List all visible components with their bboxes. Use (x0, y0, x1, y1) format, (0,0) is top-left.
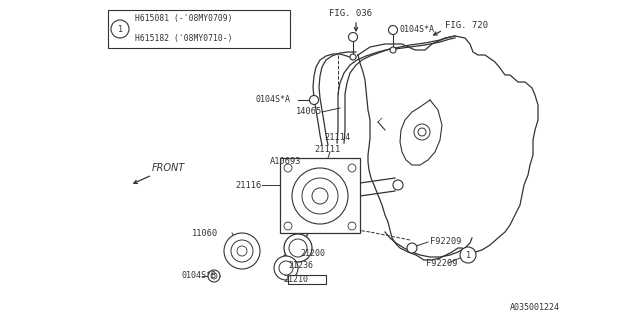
Circle shape (231, 240, 253, 262)
Text: 21111: 21111 (314, 146, 340, 155)
Bar (280, 158, 360, 233)
Circle shape (310, 95, 319, 105)
Circle shape (292, 168, 348, 224)
Circle shape (312, 188, 328, 204)
Circle shape (284, 164, 292, 172)
Circle shape (211, 273, 217, 279)
Circle shape (111, 20, 129, 38)
Circle shape (414, 124, 430, 140)
Text: F92209: F92209 (430, 237, 461, 246)
Circle shape (348, 164, 356, 172)
Circle shape (284, 222, 292, 230)
Circle shape (302, 178, 338, 214)
Text: H615081 (-'08MY0709): H615081 (-'08MY0709) (135, 14, 232, 23)
Bar (108, 10, 290, 48)
Text: 1: 1 (465, 251, 470, 260)
Text: F92209: F92209 (426, 259, 458, 268)
Circle shape (349, 33, 358, 42)
Text: FIG. 720: FIG. 720 (445, 21, 488, 30)
Circle shape (208, 270, 220, 282)
Bar (288, 275, 326, 284)
Circle shape (460, 247, 476, 263)
Circle shape (289, 239, 307, 257)
Text: 11060: 11060 (192, 228, 218, 237)
Circle shape (407, 243, 417, 253)
Circle shape (388, 26, 397, 35)
Circle shape (274, 256, 298, 280)
Circle shape (418, 128, 426, 136)
Text: H615182 ('08MY0710-): H615182 ('08MY0710-) (135, 35, 232, 44)
Circle shape (348, 222, 356, 230)
Text: 21116: 21116 (235, 180, 261, 189)
Circle shape (224, 233, 260, 269)
Text: 21236: 21236 (288, 260, 313, 269)
Text: A035001224: A035001224 (510, 303, 560, 313)
Text: 1: 1 (117, 25, 123, 34)
Circle shape (237, 246, 247, 256)
Text: 0104S*A: 0104S*A (255, 95, 290, 105)
Circle shape (390, 47, 396, 53)
Circle shape (350, 54, 356, 60)
Text: FIG. 036: FIG. 036 (329, 9, 372, 18)
Text: 0104S*B: 0104S*B (182, 271, 217, 281)
Circle shape (279, 261, 293, 275)
Text: 21114: 21114 (324, 133, 350, 142)
Circle shape (284, 234, 312, 262)
Text: 21200: 21200 (300, 249, 325, 258)
Text: 14065: 14065 (296, 108, 323, 116)
Text: 0104S*A: 0104S*A (400, 26, 435, 35)
Text: FRONT: FRONT (152, 163, 185, 173)
Text: 21210: 21210 (284, 275, 308, 284)
Text: A10693: A10693 (270, 157, 301, 166)
Circle shape (393, 180, 403, 190)
